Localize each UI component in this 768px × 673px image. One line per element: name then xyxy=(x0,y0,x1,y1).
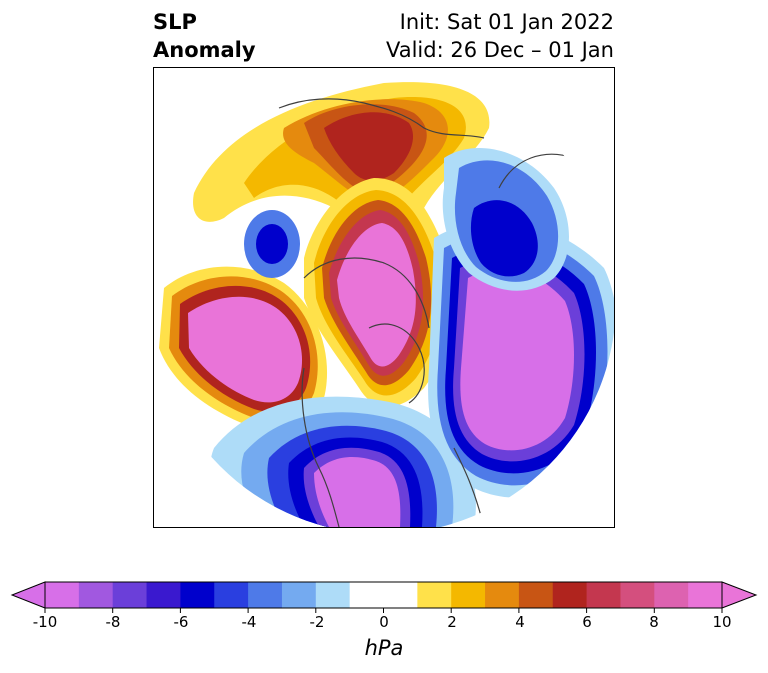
western-small-low xyxy=(244,210,300,278)
colorbar-bin xyxy=(78,582,114,608)
variable-name: SLP xyxy=(153,10,197,34)
arctic-high xyxy=(304,178,453,407)
tick-label: 10 xyxy=(712,613,732,631)
forecast-info: Init: Sat 01 Jan 2022 Valid: 26 Dec – 01… xyxy=(386,8,614,64)
colorbar-bin xyxy=(45,582,80,608)
colorbar-bin xyxy=(281,582,317,608)
colorbar-bin xyxy=(518,582,554,608)
colorbar-bin xyxy=(688,582,723,608)
variable-type: Anomaly xyxy=(153,38,256,62)
colorbar-bin xyxy=(248,582,283,608)
colorbar-bin xyxy=(112,582,148,608)
tick-label: 2 xyxy=(447,613,457,631)
colorbar-bin xyxy=(620,582,655,608)
north-pacific-high xyxy=(159,266,328,432)
tick-label: -8 xyxy=(105,613,121,631)
anomaly-field xyxy=(154,70,614,527)
valid-period: Valid: 26 Dec – 01 Jan xyxy=(385,38,614,62)
tick-label: 8 xyxy=(649,613,659,631)
colorbar-bin xyxy=(146,582,181,608)
colorbar-bin xyxy=(586,582,621,608)
tick-label: 4 xyxy=(515,613,525,631)
colorbar-bin xyxy=(451,582,486,608)
colorbar xyxy=(10,581,758,613)
north-atlantic-low xyxy=(428,221,614,498)
siberia-low xyxy=(442,148,569,291)
init-time: Init: Sat 01 Jan 2022 xyxy=(399,10,614,34)
colorbar-bin xyxy=(214,582,249,608)
tick-label: -10 xyxy=(32,613,58,631)
tick-label: 6 xyxy=(582,613,592,631)
colorbar-bin xyxy=(485,582,520,608)
tick-label: -2 xyxy=(309,613,325,631)
colorbar-bin xyxy=(315,582,351,608)
colorbar-bin xyxy=(349,582,418,608)
map-panel xyxy=(153,67,615,528)
colorbar-over-arrow xyxy=(721,581,758,609)
colorbar-under-arrow xyxy=(10,581,46,609)
colorbar-bin xyxy=(180,582,215,608)
colorbar-bin xyxy=(417,582,452,608)
map-title: SLP Anomaly xyxy=(153,8,256,64)
north-america-low xyxy=(210,396,476,527)
europe-high xyxy=(193,82,490,225)
anomaly-map xyxy=(154,70,614,527)
colorbar-bin xyxy=(654,582,689,608)
tick-label: 0 xyxy=(379,613,389,631)
tick-label: -4 xyxy=(241,613,257,631)
tick-label: -6 xyxy=(173,613,189,631)
colorbar-bin xyxy=(552,582,588,608)
colorbar-unit: hPa xyxy=(364,636,404,660)
